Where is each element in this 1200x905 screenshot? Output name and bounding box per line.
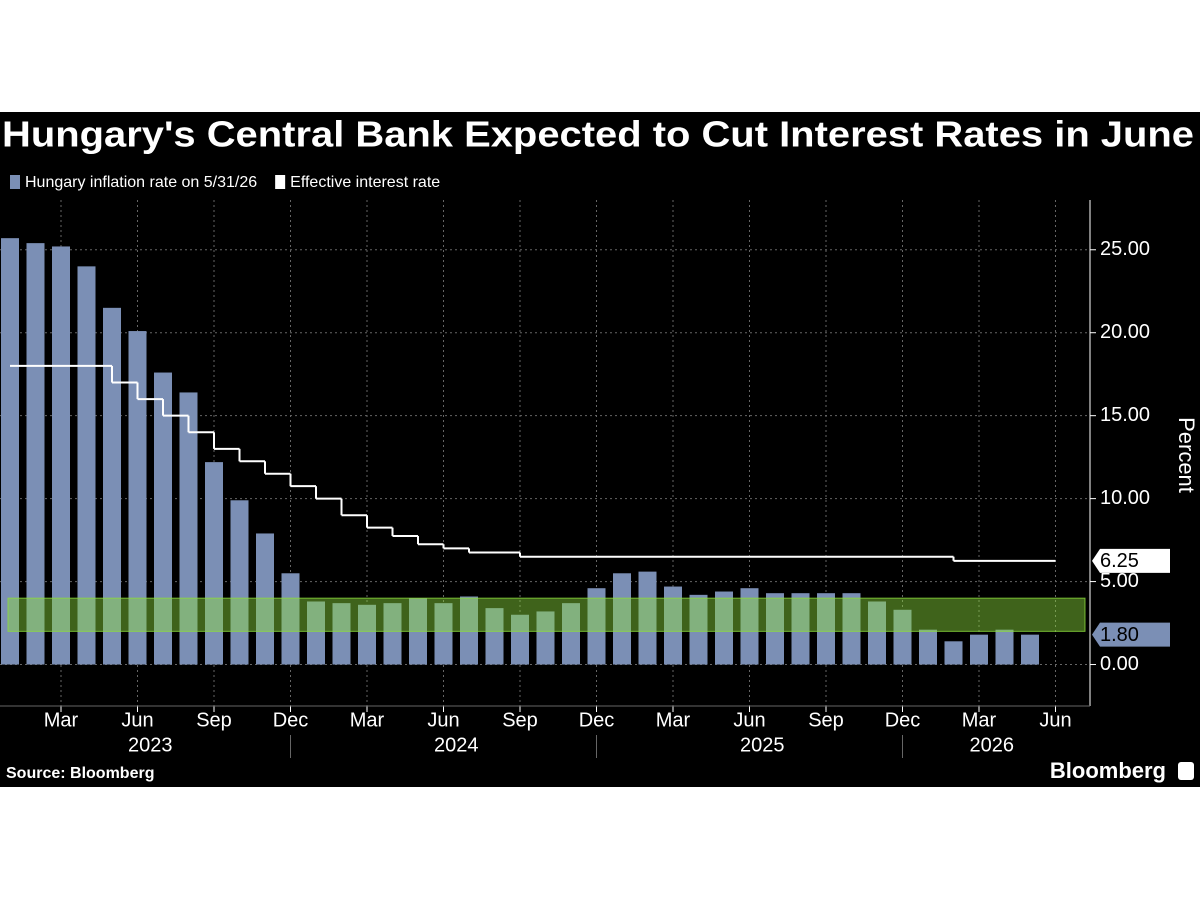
brand-icon bbox=[1178, 762, 1194, 780]
bar bbox=[689, 594, 708, 665]
source: Source: Bloomberg bbox=[6, 765, 154, 782]
x-tick-label: Jun bbox=[733, 709, 765, 731]
bar bbox=[1, 238, 19, 665]
bar bbox=[791, 593, 810, 665]
bar bbox=[307, 601, 325, 665]
x-tick-label: Jun bbox=[427, 709, 459, 731]
bar bbox=[562, 603, 580, 665]
y-tick-label: 0.00 bbox=[1100, 653, 1139, 675]
x-tick-label: Mar bbox=[656, 709, 691, 731]
bar bbox=[893, 609, 912, 665]
bar bbox=[944, 641, 963, 665]
bar bbox=[205, 462, 223, 665]
bar bbox=[587, 588, 606, 665]
bar bbox=[332, 603, 351, 665]
end-label: 6.25 bbox=[1100, 550, 1139, 572]
y-tick-label: 10.00 bbox=[1100, 487, 1150, 509]
x-year-label: 2026 bbox=[970, 734, 1015, 756]
bar bbox=[842, 593, 861, 665]
end-label: 1.80 bbox=[1100, 624, 1139, 646]
x-tick-label: Dec bbox=[273, 709, 309, 731]
x-tick-label: Mar bbox=[44, 709, 79, 731]
chart-title: Hungary's Central Bank Expected to Cut I… bbox=[2, 114, 1194, 155]
bar bbox=[460, 596, 478, 665]
bar bbox=[638, 571, 657, 665]
bar bbox=[995, 629, 1014, 665]
bar bbox=[434, 603, 453, 665]
bar bbox=[26, 243, 45, 665]
bar bbox=[817, 593, 835, 665]
bar bbox=[766, 593, 784, 665]
x-year-label: 2025 bbox=[740, 734, 785, 756]
x-tick-label: Mar bbox=[350, 709, 385, 731]
target-band bbox=[7, 597, 1086, 632]
bar bbox=[52, 246, 70, 665]
x-tick-label: Dec bbox=[885, 709, 921, 731]
y-tick-label: 25.00 bbox=[1100, 238, 1150, 260]
bar bbox=[664, 586, 682, 665]
bar bbox=[868, 601, 886, 665]
x-tick-label: Dec bbox=[579, 709, 615, 731]
bar bbox=[613, 573, 631, 665]
bar bbox=[485, 608, 504, 665]
end-label-box bbox=[1092, 622, 1170, 647]
end-label-box bbox=[1092, 548, 1170, 573]
y-tick-label: 5.00 bbox=[1100, 570, 1139, 592]
y-axis-label: Percent bbox=[1174, 417, 1199, 493]
bar bbox=[919, 629, 937, 665]
brand: Bloomberg bbox=[1050, 758, 1166, 783]
bar bbox=[179, 392, 198, 665]
bar bbox=[383, 603, 402, 665]
bar bbox=[154, 372, 172, 665]
x-year-label: 2023 bbox=[128, 734, 173, 756]
bar bbox=[103, 307, 121, 665]
bar bbox=[281, 573, 300, 665]
x-tick-label: Jun bbox=[1039, 709, 1071, 731]
x-year-label: 2024 bbox=[434, 734, 479, 756]
chart-background bbox=[0, 112, 1200, 787]
y-tick-label: 15.00 bbox=[1100, 404, 1150, 426]
bar bbox=[715, 591, 733, 665]
legend-label: Effective interest rate bbox=[290, 174, 440, 191]
x-tick-label: Jun bbox=[121, 709, 153, 731]
bar bbox=[358, 604, 376, 665]
bar bbox=[970, 634, 988, 665]
legend-label: Hungary inflation rate on 5/31/26 bbox=[25, 174, 257, 191]
x-tick-label: Mar bbox=[962, 709, 997, 731]
bar bbox=[536, 611, 555, 665]
legend-swatch bbox=[275, 175, 286, 189]
bar bbox=[230, 500, 249, 665]
bar bbox=[740, 588, 759, 665]
y-tick-label: 20.00 bbox=[1100, 321, 1150, 343]
bar bbox=[511, 614, 529, 665]
x-tick-label: Sep bbox=[502, 709, 538, 731]
bar bbox=[1021, 634, 1039, 665]
bar bbox=[128, 331, 147, 665]
x-tick-label: Sep bbox=[808, 709, 844, 731]
legend-swatch bbox=[10, 175, 20, 189]
x-tick-label: Sep bbox=[196, 709, 232, 731]
